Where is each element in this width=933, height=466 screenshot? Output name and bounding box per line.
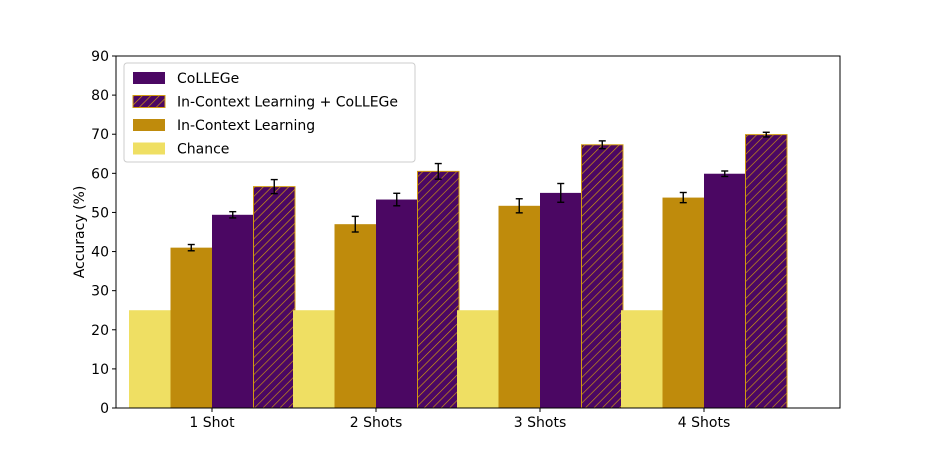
bar-college-2-shots (376, 199, 418, 408)
bar-in-context-learning-1-shot (170, 247, 212, 408)
error-bar-in-context-learning-4-shots (679, 191, 687, 204)
legend-label-in-context-learning-college: In-Context Learning + CoLLEGe (177, 95, 398, 111)
bar-in-context-learning-4-shots (662, 197, 704, 408)
y-tick-label: 0 (100, 401, 109, 417)
legend-label-college: CoLLEGe (177, 71, 239, 87)
bar-chance-2-shots (293, 310, 335, 408)
y-tick-label: 20 (91, 323, 109, 339)
legend-swatch-chance (133, 142, 165, 155)
y-tick-label: 10 (91, 362, 109, 378)
bar-in-context-learning-2-shots (334, 224, 376, 408)
error-bar-in-context-learning-college-4-shots (762, 131, 770, 138)
x-tick-label-3-shots: 3 Shots (514, 415, 566, 431)
bar-college-1-shot (212, 214, 254, 408)
x-tick-label-1-shot: 1 Shot (189, 415, 235, 431)
legend-label-chance: Chance (177, 142, 229, 158)
bar-chance-1-shot (129, 310, 171, 408)
y-tick-label: 30 (91, 284, 109, 300)
error-bar-in-context-learning-college-3-shots (598, 140, 606, 150)
error-bar-college-2-shots (393, 192, 401, 207)
bar-chance-3-shots (457, 310, 499, 408)
error-bar-college-4-shots (721, 170, 729, 178)
bar-college-3-shots (540, 192, 582, 408)
plot-area-frame (115, 55, 841, 409)
legend-swatch-in-context-learning (133, 119, 165, 131)
bar-college-4-shots (704, 173, 746, 408)
legend-box (123, 62, 416, 163)
bars-group (129, 134, 788, 409)
bar-in-context-learning-college-2-shots (417, 170, 460, 409)
error-bar-in-context-learning-college-2-shots (434, 162, 442, 180)
legend-swatch-college (133, 72, 165, 84)
bar-in-context-learning-college-4-shots (745, 134, 788, 409)
legend-label-in-context-learning: In-Context Learning (177, 118, 315, 134)
x-tick-label-2-shots: 2 Shots (350, 415, 402, 431)
error-bar-in-context-learning-2-shots (351, 215, 359, 233)
error-bar-in-context-learning-3-shots (515, 198, 523, 214)
bar-in-context-learning-college-3-shots (581, 144, 624, 409)
x-axis: 1 Shot 2 Shots 3 Shots 4 Shots (189, 408, 730, 431)
error-bar-college-1-shot (229, 210, 237, 219)
error-bar-in-context-learning-1-shot (187, 243, 195, 252)
x-tick-label-4-shots: 4 Shots (678, 415, 730, 431)
bar-in-context-learning-college-1-shot (253, 186, 296, 409)
y-tick-label: 40 (91, 245, 109, 261)
y-axis-label: Accuracy (%) (72, 186, 88, 279)
legend-swatch-in-context-learning-college (132, 95, 166, 108)
bar-in-context-learning-3-shots (498, 205, 540, 408)
bar-chance-4-shots (621, 310, 663, 408)
y-tick-label: 70 (91, 127, 109, 143)
y-tick-label: 80 (91, 88, 109, 104)
y-axis: 0 10 20 30 40 50 60 70 80 90 (91, 49, 116, 417)
y-tick-label: 90 (91, 49, 109, 65)
error-bar-in-context-learning-college-1-shot (270, 178, 278, 195)
error-bars-group (187, 131, 770, 252)
y-tick-label: 50 (91, 205, 109, 221)
y-tick-label: 60 (91, 166, 109, 182)
legend: CoLLEGe In-Context Learning + CoLLEGe In-C… (123, 62, 416, 163)
error-bar-college-3-shots (557, 182, 565, 203)
